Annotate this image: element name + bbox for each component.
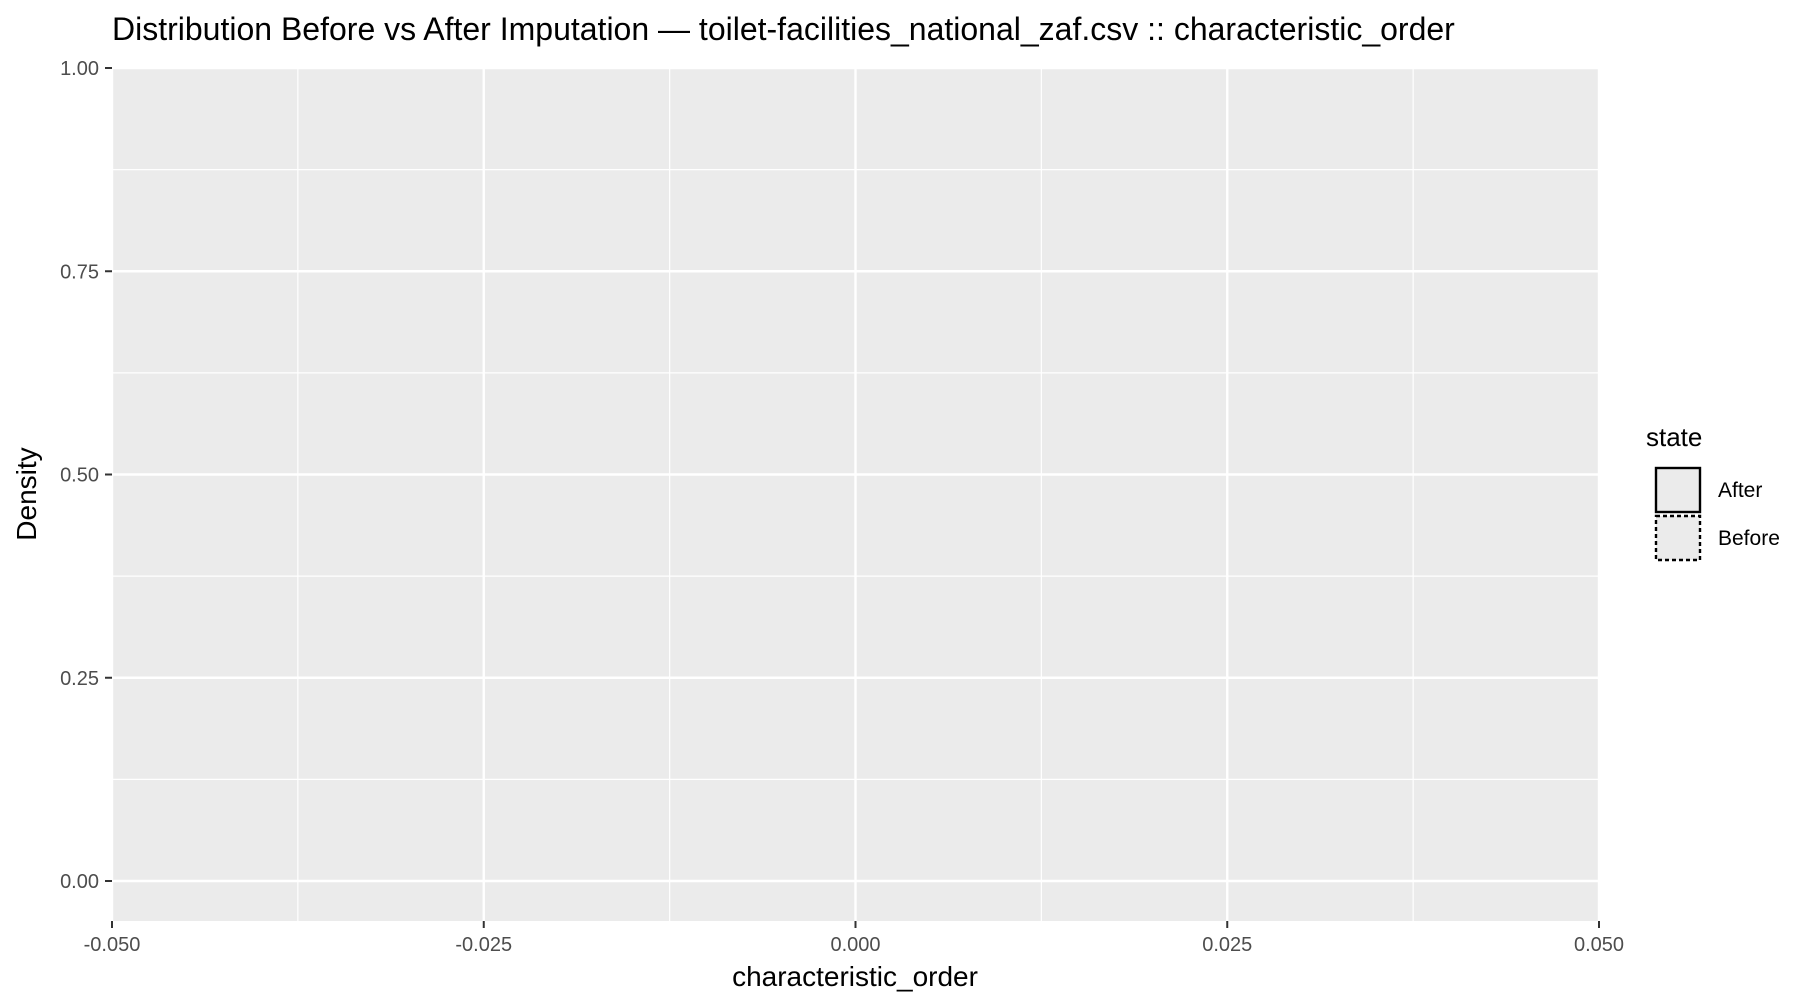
y-tick-label: 1.00 xyxy=(60,58,99,80)
legend-key-after xyxy=(1654,466,1702,514)
y-tick-label: 0.50 xyxy=(60,465,99,487)
x-tick-label: 0.050 xyxy=(1574,934,1624,956)
y-tick-label: 0.00 xyxy=(60,871,99,893)
legend-key-before xyxy=(1654,514,1702,562)
major-gridlines xyxy=(110,66,1601,921)
x-tick-label: 0.025 xyxy=(1202,934,1252,956)
y-axis: 0.00 0.25 0.50 0.75 1.00 xyxy=(60,58,112,893)
y-axis-title: Density xyxy=(11,447,42,540)
x-tick-label: -0.050 xyxy=(84,934,141,956)
legend-label-after: After xyxy=(1718,479,1762,502)
chart-title: Distribution Before vs After Imputation … xyxy=(112,11,1455,47)
y-tick-label: 0.25 xyxy=(60,668,99,690)
y-tick-label: 0.75 xyxy=(60,261,99,283)
legend-title: state xyxy=(1646,422,1702,452)
legend: state After Before xyxy=(1646,422,1780,562)
x-axis-title: characteristic_order xyxy=(732,961,978,992)
x-tick-label: 0.000 xyxy=(830,934,880,956)
x-tick-label: -0.025 xyxy=(455,934,512,956)
x-axis: -0.050 -0.025 0.000 0.025 0.050 xyxy=(84,921,1624,956)
legend-label-before: Before xyxy=(1718,527,1780,550)
